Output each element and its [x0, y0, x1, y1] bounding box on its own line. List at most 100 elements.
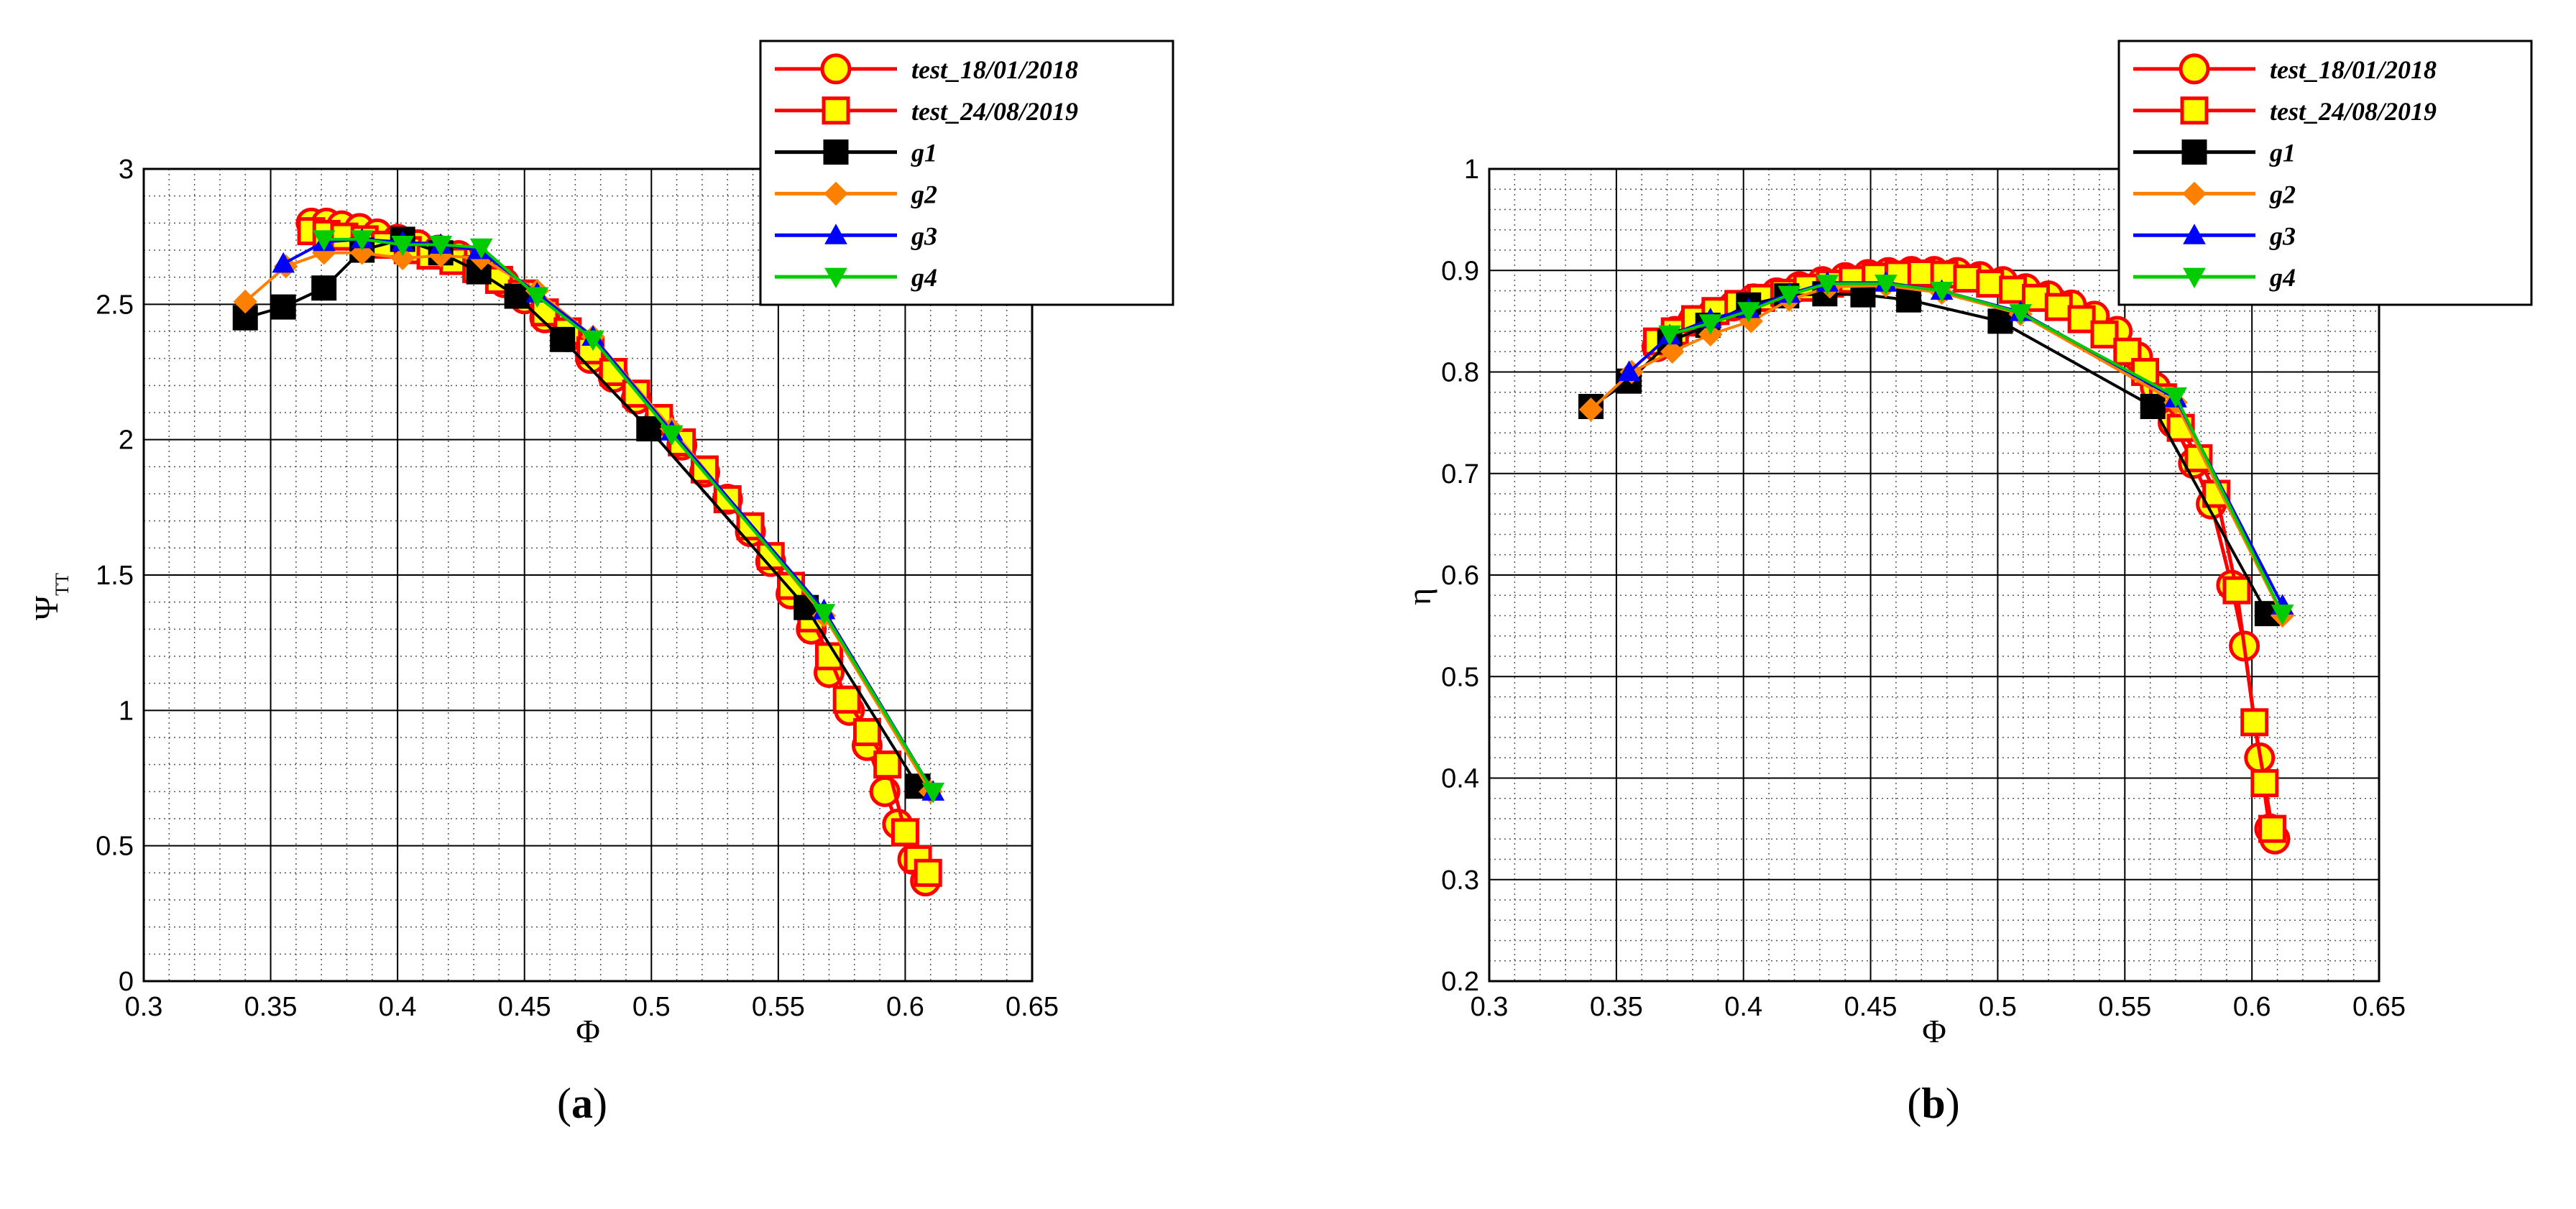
legend-marker — [2181, 139, 2207, 165]
legend-marker — [2179, 53, 2210, 85]
data-point — [852, 717, 881, 746]
data-point — [1698, 314, 1722, 335]
data-point — [581, 330, 604, 351]
series-g4 — [312, 230, 945, 804]
y-tick-label: 0.8 — [1441, 358, 1479, 388]
series-g4 — [1658, 275, 2294, 625]
data-point — [914, 858, 942, 887]
legend-marker — [2183, 224, 2206, 244]
x-tick-label: 0.6 — [886, 992, 924, 1022]
legend-box — [2117, 40, 2533, 306]
data-point — [2090, 320, 2119, 349]
legend-label: g4 — [911, 263, 937, 292]
data-point — [1660, 339, 1685, 364]
legend-label: g3 — [2269, 221, 2296, 250]
data-point — [2044, 293, 2073, 321]
data-point — [891, 818, 919, 847]
chart-panel-a: 0.3 0.35 0.4 0.45 0.5 0.55 0.6 0.65 0 0.5 1 1.5 2 2.5… — [28, 40, 1174, 1127]
legend-label: test_18/01/2018 — [2270, 55, 2437, 84]
data-point — [504, 283, 530, 309]
y-axis-label: ΨTT — [28, 573, 73, 620]
y-tick-label: 0.5 — [1441, 662, 1479, 692]
data-point — [1874, 275, 1898, 295]
x-tick-label: 0.5 — [632, 992, 671, 1022]
data-point — [1976, 270, 2005, 298]
x-axis-label: Φ — [576, 1013, 600, 1049]
x-tick-label: 0.65 — [1006, 992, 1059, 1022]
legend-label: test_18/01/2018 — [911, 55, 1078, 84]
y-tick-label: 2.5 — [96, 290, 134, 320]
series-test_24/08/2019 — [1642, 259, 2286, 843]
data-point — [1777, 285, 1801, 307]
data-point — [2222, 576, 2251, 604]
data-point — [272, 252, 295, 273]
data-point — [311, 275, 337, 301]
y-tick-label: 0.9 — [1441, 256, 1479, 286]
data-point — [2258, 814, 2286, 843]
legend-label: test_24/08/2019 — [2270, 97, 2437, 126]
legend-marker — [824, 267, 847, 289]
plot-frame — [142, 167, 1034, 983]
data-point — [873, 750, 902, 779]
legend-marker — [820, 53, 852, 85]
data-point — [390, 246, 415, 271]
legend-marker — [2183, 267, 2206, 289]
data-point — [1658, 325, 1681, 346]
data-point — [469, 238, 493, 259]
data-point — [550, 326, 576, 352]
x-tick-label: 0.3 — [1471, 992, 1509, 1022]
legend-marker — [824, 224, 847, 244]
legend-marker — [824, 181, 848, 206]
legend-label: g3 — [911, 221, 937, 250]
series-line — [311, 221, 927, 882]
caption-paren: ( — [1907, 1080, 1921, 1127]
x-tick-label: 0.55 — [2098, 992, 2151, 1022]
y-tick-label: 0.4 — [1441, 764, 1479, 794]
legend-label: g2 — [911, 180, 937, 208]
caption-paren: ( — [557, 1080, 571, 1127]
data-point — [1953, 265, 1982, 293]
data-point — [2140, 394, 2166, 420]
data-point — [1999, 275, 2028, 304]
x-tick-label: 0.35 — [1590, 992, 1643, 1022]
x-tick-label: 0.55 — [752, 992, 805, 1022]
data-point — [2164, 387, 2187, 408]
y-tick-label: 0.2 — [1441, 967, 1479, 997]
series-test_18/01/2018 — [295, 207, 942, 897]
data-point — [832, 685, 861, 714]
data-point — [921, 782, 945, 804]
series-line — [1669, 282, 2284, 615]
y-axis-label: η — [1401, 588, 1438, 605]
y-tick-label: 0.7 — [1441, 459, 1479, 489]
series-line — [1655, 270, 2277, 840]
legend-box — [759, 40, 1174, 306]
data-point — [312, 230, 336, 251]
y-tick-label: 0.6 — [1441, 561, 1479, 591]
legend-marker — [823, 139, 849, 165]
data-point — [1896, 287, 1922, 313]
series-test_24/08/2019 — [297, 217, 942, 887]
x-tick-label: 0.45 — [498, 992, 551, 1022]
data-point — [429, 235, 453, 257]
series-g2 — [233, 241, 943, 804]
data-point — [350, 230, 374, 251]
data-point — [660, 425, 684, 446]
x-tick-label: 0.65 — [2352, 992, 2406, 1022]
data-point — [2240, 708, 2269, 737]
plot-frame — [1488, 167, 2380, 983]
data-point — [2067, 305, 2096, 334]
panel-caption: (a) — [557, 1080, 607, 1127]
data-point — [636, 416, 662, 442]
legend-label: g1 — [911, 139, 937, 167]
x-tick-label: 0.4 — [1724, 992, 1762, 1022]
caption-paren: ) — [593, 1080, 607, 1127]
caption-paren: ) — [1946, 1080, 1960, 1127]
x-tick-label: 0.45 — [1844, 992, 1898, 1022]
data-point — [525, 287, 549, 308]
legend-marker — [822, 96, 850, 125]
x-tick-label: 0.3 — [125, 992, 163, 1022]
legend-label: test_24/08/2019 — [911, 97, 1078, 126]
x-tick-label: 0.5 — [1979, 992, 2017, 1022]
y-tick-label: 1 — [1464, 155, 1479, 185]
